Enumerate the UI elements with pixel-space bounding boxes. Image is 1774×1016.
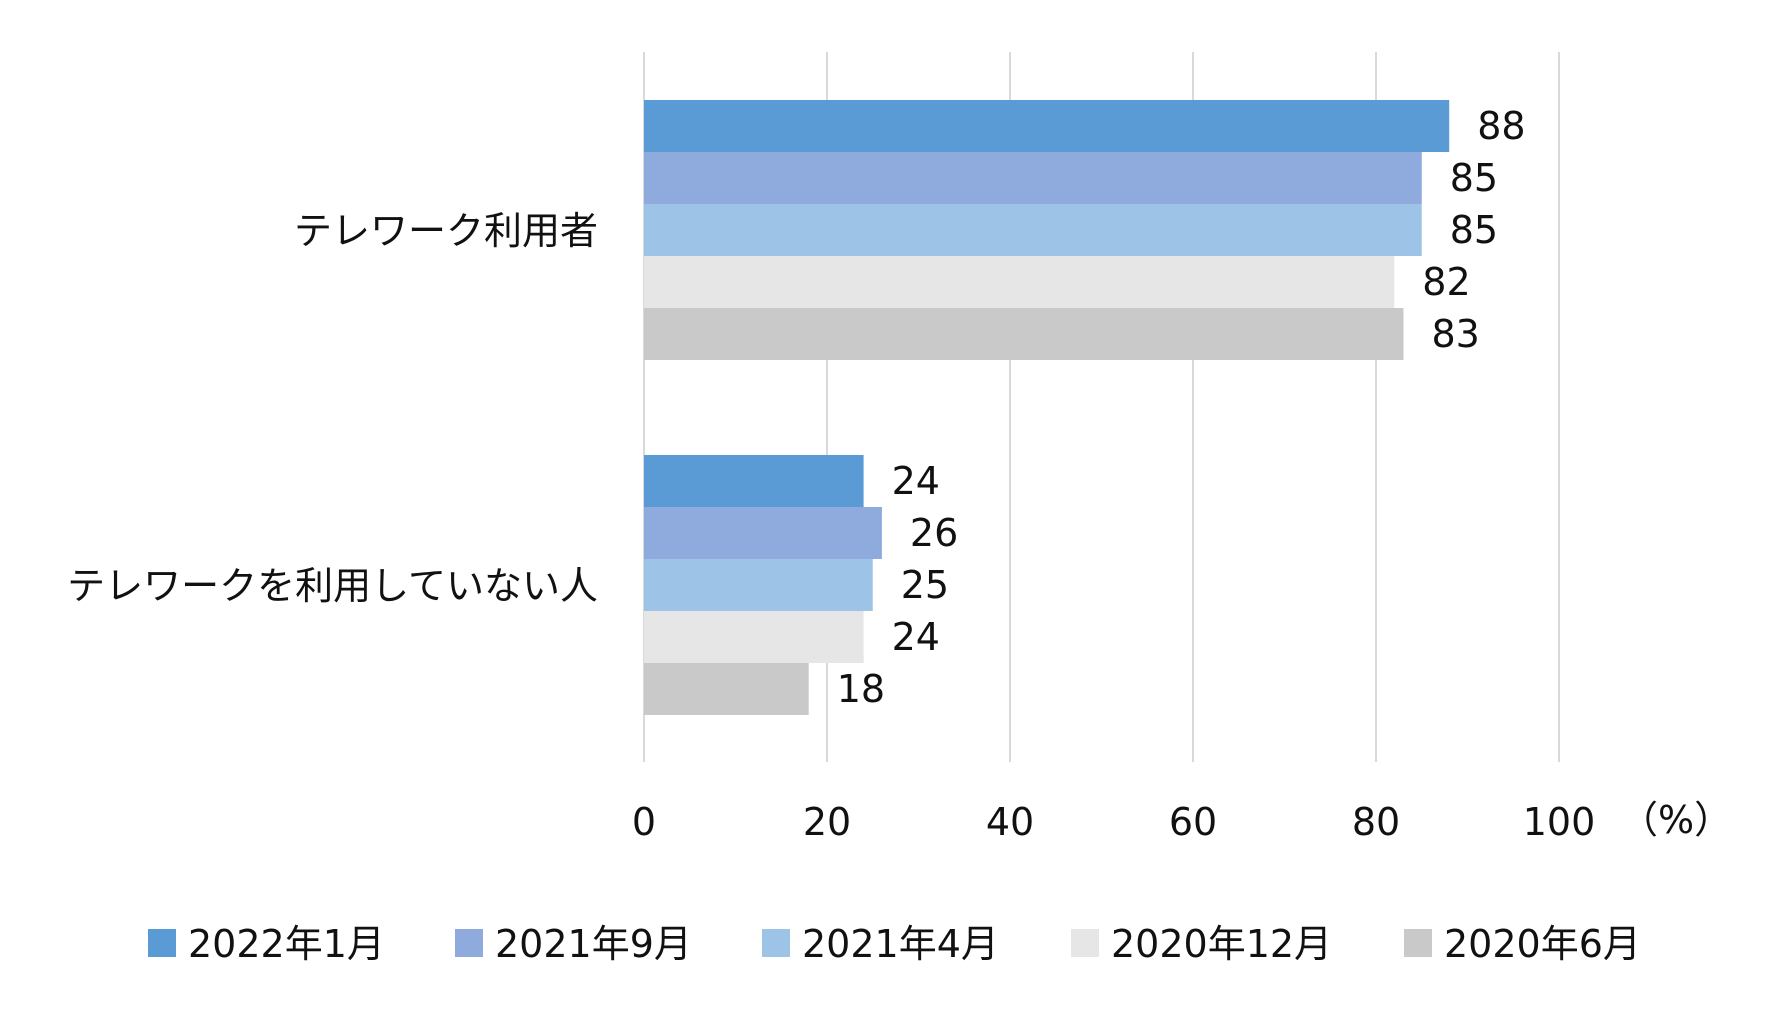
data-label: 24 bbox=[892, 459, 940, 503]
x-tick-label: 60 bbox=[1169, 800, 1217, 844]
bar-non-telework-0 bbox=[644, 455, 864, 507]
data-label: 18 bbox=[837, 667, 885, 711]
legend-swatch bbox=[1071, 929, 1099, 957]
x-tick-label: 100 bbox=[1523, 800, 1596, 844]
bar-non-telework-4 bbox=[644, 663, 809, 715]
bar-telework-user-3 bbox=[644, 256, 1395, 308]
legend-swatch bbox=[455, 929, 483, 957]
data-label: 25 bbox=[901, 563, 949, 607]
bar-non-telework-3 bbox=[644, 611, 864, 663]
legend-swatch bbox=[1404, 929, 1432, 957]
legend-label: 2021年9月 bbox=[495, 922, 692, 966]
bar-non-telework-2 bbox=[644, 559, 873, 611]
x-tick-label: 20 bbox=[803, 800, 851, 844]
bar-telework-user-1 bbox=[644, 152, 1422, 204]
legend-label: 2020年12月 bbox=[1111, 922, 1332, 966]
data-label: 83 bbox=[1431, 312, 1479, 356]
x-tick-label: 0 bbox=[632, 800, 656, 844]
bar-telework-user-4 bbox=[644, 308, 1404, 360]
category-label: テレワーク利用者 bbox=[294, 209, 598, 253]
legend-label: 2021年4月 bbox=[802, 922, 999, 966]
legend: 2022年1月 2021年9月 2021年4月 2020年12月 2020年6月 bbox=[148, 922, 1641, 966]
data-label: 82 bbox=[1422, 260, 1470, 304]
x-axis-unit-label: （%） bbox=[1620, 798, 1732, 842]
bars-group bbox=[644, 100, 1450, 715]
category-label: テレワークを利用していない人 bbox=[67, 564, 598, 608]
x-tick-label: 40 bbox=[986, 800, 1034, 844]
data-label: 85 bbox=[1450, 208, 1498, 252]
x-tick-labels-group: 0 20 40 60 80 100 bbox=[632, 800, 1595, 844]
data-label: 88 bbox=[1477, 104, 1525, 148]
legend-label: 2022年1月 bbox=[188, 922, 385, 966]
data-label: 85 bbox=[1450, 156, 1498, 200]
bar-non-telework-1 bbox=[644, 507, 882, 559]
data-label: 26 bbox=[910, 511, 958, 555]
bar-telework-user-0 bbox=[644, 100, 1450, 152]
data-label: 24 bbox=[892, 615, 940, 659]
bar-telework-user-2 bbox=[644, 204, 1422, 256]
legend-swatch bbox=[762, 929, 790, 957]
legend-label: 2020年6月 bbox=[1444, 922, 1641, 966]
x-tick-label: 80 bbox=[1352, 800, 1400, 844]
legend-swatch bbox=[148, 929, 176, 957]
